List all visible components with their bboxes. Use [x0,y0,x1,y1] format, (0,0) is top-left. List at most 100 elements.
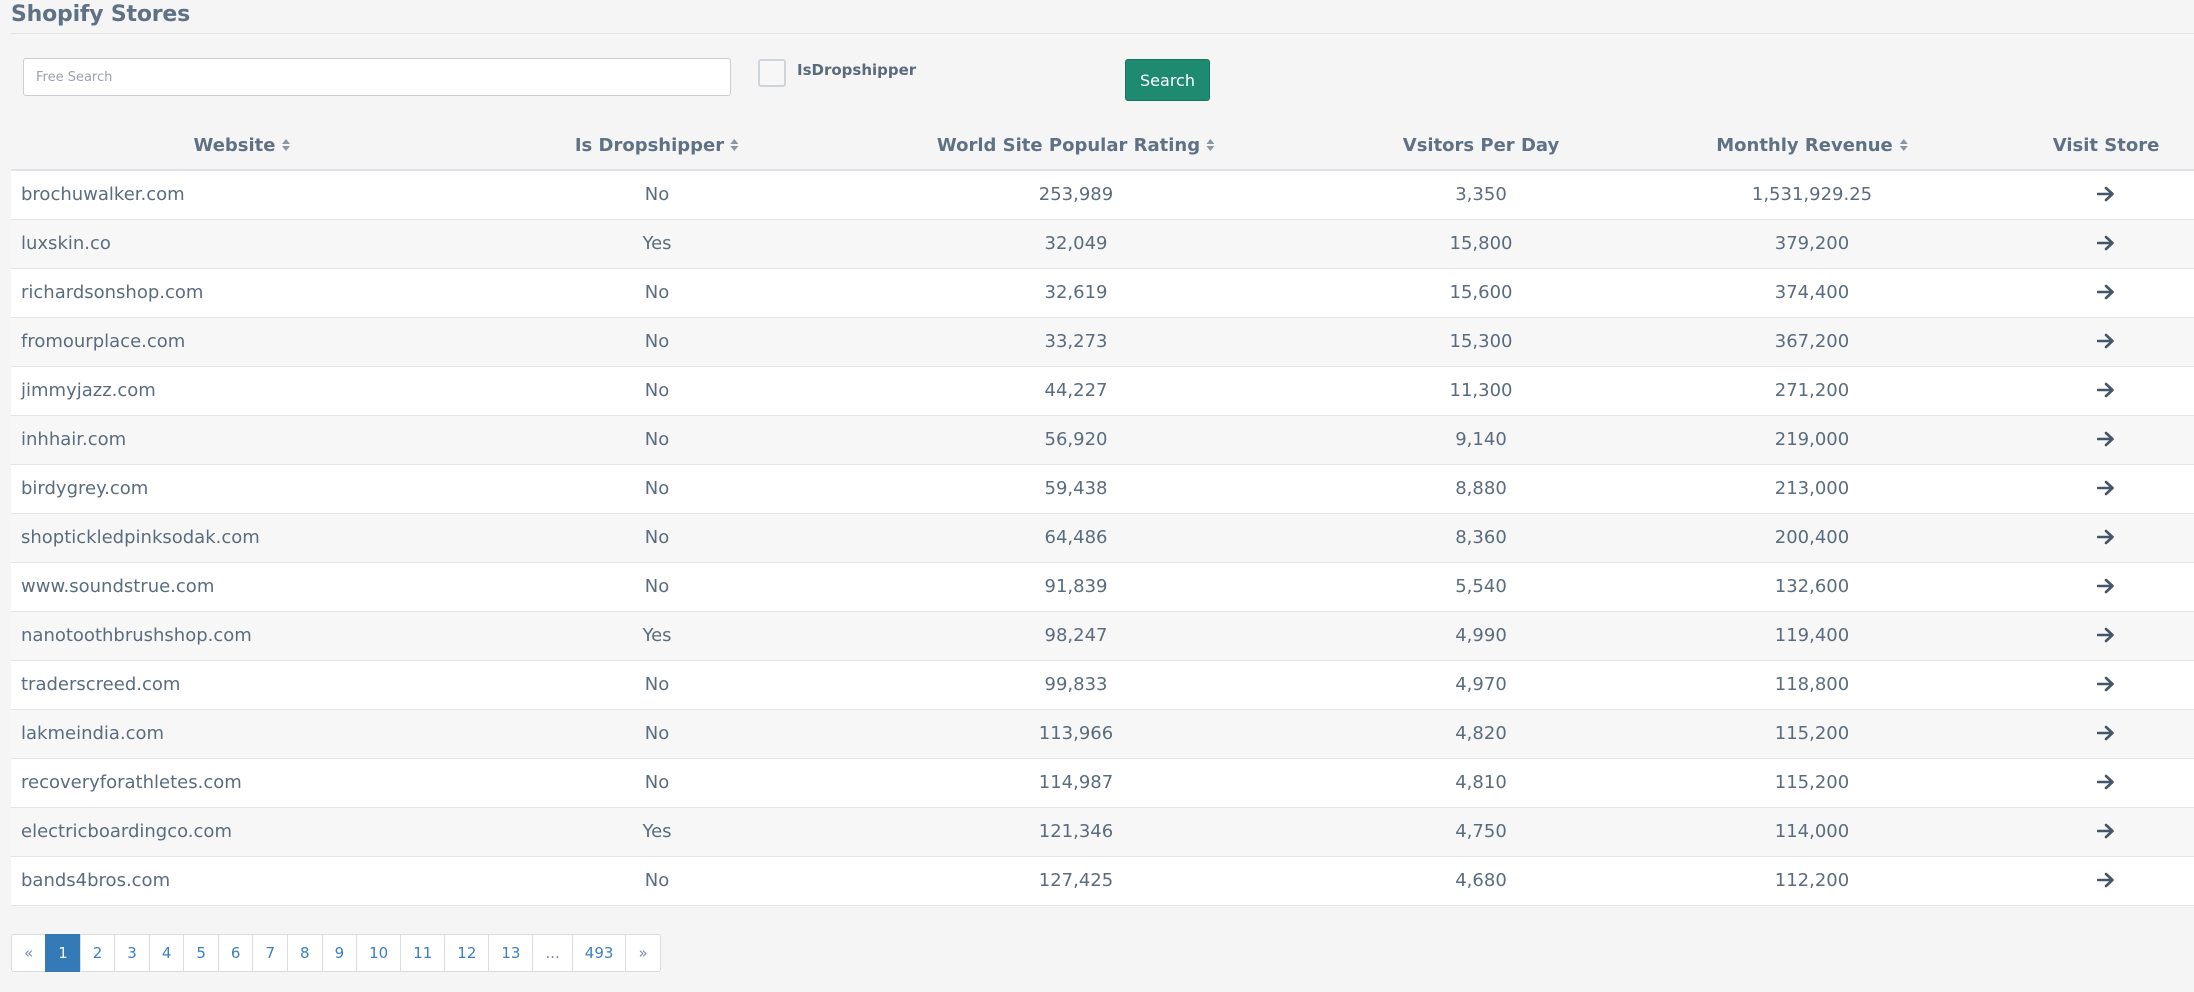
pagination-page-12[interactable]: 12 [444,934,490,972]
header-col-revenue[interactable]: Monthly Revenue [1716,122,1908,169]
visit-store-link[interactable] [2097,514,2115,562]
pagination-prev-button[interactable]: « [11,934,47,972]
cell-dropshipper: No [644,674,670,695]
cell-revenue: 114,000 [1774,821,1850,842]
cell-revenue: 200,400 [1774,527,1850,548]
pagination-page-10[interactable]: 10 [356,934,402,972]
dropshipper-filter[interactable]: IsDropshipper [758,59,916,87]
visit-store-link[interactable] [2097,269,2115,317]
arrow-right-icon[interactable] [2097,333,2115,349]
cell-website: richardsonshop.com [21,282,204,303]
cell-dropshipper: No [644,870,670,891]
arrow-right-icon[interactable] [2097,774,2115,790]
visit-store-link[interactable] [2097,759,2115,807]
cell-dropshipper: No [644,772,670,793]
cell-rating: 64,486 [1044,527,1108,548]
table-row: jimmyjazz.com No 44,227 11,300 271,200 [11,367,2194,416]
visit-store-link[interactable] [2097,465,2115,513]
pagination-page-13[interactable]: 13 [488,934,534,972]
pagination-page-493[interactable]: 493 [571,934,627,972]
table-header: Website Is Dropshipper World Site Popular … [11,122,2194,171]
pagination-page-6[interactable]: 6 [217,934,254,972]
sort-icon[interactable] [1899,138,1908,152]
cell-website: jimmyjazz.com [21,380,156,401]
cell-dropshipper: Yes [642,821,672,842]
cell-revenue: 1,531,929.25 [1751,184,1873,205]
arrow-right-icon[interactable] [2097,186,2115,202]
pagination-page-3[interactable]: 3 [114,934,150,972]
visit-store-link[interactable] [2097,171,2115,219]
pagination-page-7[interactable]: 7 [252,934,289,972]
header-col-is-dropshipper[interactable]: Is Dropshipper [575,122,739,169]
search-input[interactable] [23,58,731,96]
pagination-page-11[interactable]: 11 [400,934,446,972]
arrow-right-icon[interactable] [2097,480,2115,496]
sort-icon[interactable] [282,138,291,152]
cell-rating: 113,966 [1038,723,1114,744]
sort-icon[interactable] [730,138,739,152]
cell-rating: 32,619 [1044,282,1108,303]
arrow-right-icon[interactable] [2097,627,2115,643]
header-label: World Site Popular Rating [936,135,1201,156]
arrow-right-icon[interactable] [2097,725,2115,741]
cell-rating: 99,833 [1044,674,1108,695]
cell-website: birdygrey.com [21,478,149,499]
cell-visitors: 4,750 [1455,821,1507,842]
visit-store-link[interactable] [2097,857,2115,905]
cell-visitors: 9,140 [1455,429,1507,450]
visit-store-link[interactable] [2097,416,2115,464]
cell-website: electricboardingco.com [21,821,232,842]
cell-website: bands4bros.com [21,870,171,891]
cell-revenue: 132,600 [1774,576,1850,597]
cell-website: traderscreed.com [21,674,181,695]
cell-website: brochuwalker.com [21,184,185,205]
cell-dropshipper: No [644,429,670,450]
cell-rating: 114,987 [1038,772,1114,793]
cell-visitors: 8,360 [1455,527,1507,548]
arrow-right-icon[interactable] [2097,431,2115,447]
cell-revenue: 374,400 [1774,282,1850,303]
cell-dropshipper: No [644,282,670,303]
visit-store-link[interactable] [2097,612,2115,660]
header-label: Website [193,135,276,156]
visit-store-link[interactable] [2097,220,2115,268]
pagination-page-1[interactable]: 1 [45,934,81,972]
arrow-right-icon[interactable] [2097,578,2115,594]
pagination-page-8[interactable]: 8 [287,934,323,972]
header-col-website[interactable]: Website [193,122,291,169]
arrow-right-icon[interactable] [2097,382,2115,398]
table-row: traderscreed.com No 99,833 4,970 118,800 [11,661,2194,710]
pagination-page-2[interactable]: 2 [79,934,116,972]
cell-visitors: 4,680 [1455,870,1507,891]
cell-website: inhhair.com [21,429,127,450]
arrow-right-icon[interactable] [2097,284,2115,300]
visit-store-link[interactable] [2097,318,2115,366]
visit-store-link[interactable] [2097,367,2115,415]
cell-rating: 253,989 [1038,184,1114,205]
arrow-right-icon[interactable] [2097,872,2115,888]
visit-store-link[interactable] [2097,710,2115,758]
arrow-right-icon[interactable] [2097,529,2115,545]
visit-store-link[interactable] [2097,661,2115,709]
pagination-page-9[interactable]: 9 [321,934,358,972]
cell-visitors: 4,820 [1455,723,1507,744]
visit-store-link[interactable] [2097,563,2115,611]
visit-store-link[interactable] [2097,808,2115,856]
sort-icon[interactable] [1206,138,1215,152]
dropshipper-checkbox[interactable] [758,59,786,87]
cell-revenue: 118,800 [1774,674,1850,695]
search-button[interactable]: Search [1125,59,1210,101]
cell-dropshipper: No [644,184,670,205]
arrow-right-icon[interactable] [2097,676,2115,692]
cell-dropshipper: No [644,723,670,744]
arrow-right-icon[interactable] [2097,823,2115,839]
arrow-right-icon[interactable] [2097,235,2115,251]
title-divider [11,33,2194,34]
header-label: Vsitors Per Day [1402,135,1560,156]
pagination-page-4[interactable]: 4 [148,934,185,972]
pagination-page-5[interactable]: 5 [183,934,219,972]
table-row: fromourplace.com No 33,273 15,300 367,200 [11,318,2194,367]
header-col-rating[interactable]: World Site Popular Rating [937,122,1215,169]
stores-table: Website Is Dropshipper World Site Popular … [11,122,2194,906]
pagination-next-button[interactable]: » [625,934,661,972]
